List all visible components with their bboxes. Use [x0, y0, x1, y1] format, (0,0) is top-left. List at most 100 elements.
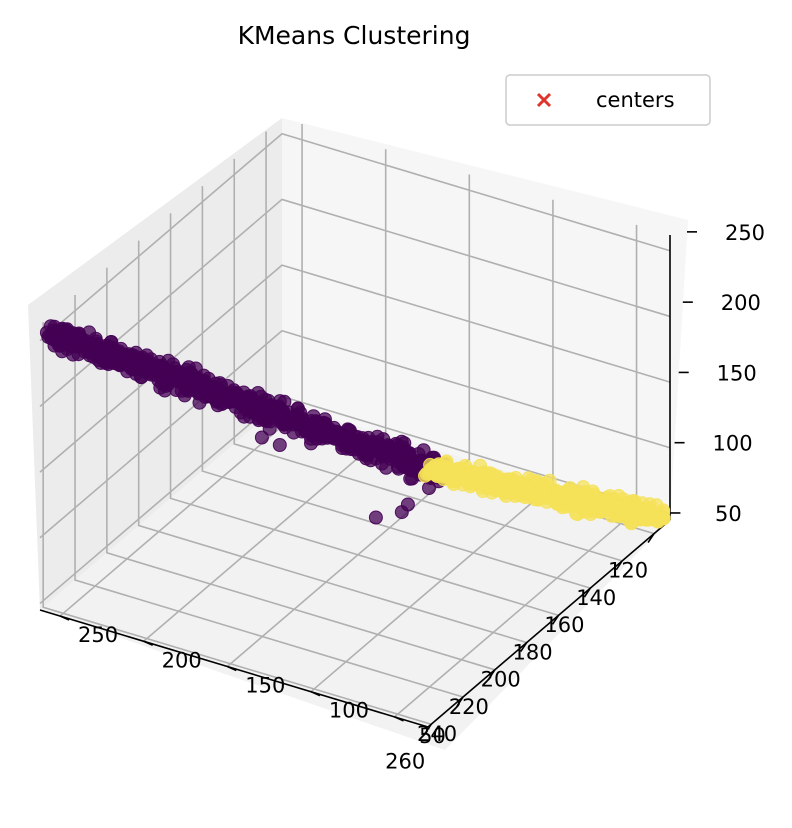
scatter-point — [392, 441, 407, 456]
scatter-point — [476, 465, 491, 480]
legend-marker-x-icon — [536, 92, 552, 108]
scatter-point — [277, 394, 292, 409]
y-tick-mark — [226, 665, 237, 672]
x-tick-label: 200 — [481, 668, 521, 692]
grid-line-z — [39, 198, 671, 408]
grid-line-z — [39, 329, 671, 539]
scatter-point — [537, 484, 552, 499]
scatter-point — [338, 433, 352, 448]
x-axis-line — [427, 519, 671, 728]
scatter-point — [229, 385, 244, 400]
legend-label-centers: centers — [596, 88, 675, 112]
scatter-point — [254, 430, 269, 445]
scatter-point — [152, 365, 167, 380]
grid-line-x — [201, 186, 591, 589]
scatter-point — [77, 340, 92, 355]
scatter-point — [563, 481, 578, 496]
scatter-point — [179, 362, 194, 377]
x-tick-label: 220 — [449, 695, 489, 719]
scatter-point — [373, 442, 388, 457]
scatter-point — [394, 505, 409, 520]
x-tick-mark — [456, 696, 464, 707]
x-tick-mark — [583, 587, 592, 598]
grid-line-z — [39, 132, 671, 342]
z-tick-label: 100 — [713, 432, 753, 456]
y-tick-mark — [310, 690, 321, 697]
x-tick-label: 180 — [513, 640, 553, 664]
scatter-point — [304, 418, 318, 433]
chart-title: KMeans Clustering — [238, 21, 471, 50]
grid-line-x — [74, 295, 464, 698]
y-axis-ticks: 50 100 150 200 250 — [59, 615, 446, 748]
scatter-point — [368, 510, 383, 525]
y-tick-label: 150 — [245, 673, 285, 697]
legend-frame — [505, 74, 711, 126]
scatter-points — [39, 319, 671, 531]
y-tick-mark — [143, 640, 154, 646]
z-tick-label: 250 — [725, 221, 765, 245]
scatter-point — [62, 339, 77, 353]
y-tick-label: 200 — [162, 648, 202, 672]
z-tick-label: 200 — [721, 291, 761, 315]
scatter-point — [211, 388, 225, 403]
scatter-point — [576, 480, 591, 495]
scatter-point — [261, 411, 276, 425]
x-tick-label: 120 — [608, 559, 648, 583]
y-tick-label: 50 — [419, 724, 446, 748]
axis-lines — [39, 235, 671, 728]
grid-line-x — [42, 322, 432, 726]
scatter-point — [50, 325, 65, 340]
grid-line-z — [39, 264, 671, 473]
grid-line-x — [233, 158, 623, 562]
scatter-point — [100, 351, 115, 365]
scatter-point — [433, 464, 448, 479]
x-axis-ticks: 120 140 160 180 200 220 240 260 — [385, 533, 655, 773]
x-tick-label: 240 — [417, 722, 457, 746]
y-axis-line — [39, 609, 429, 728]
scatter-point — [629, 500, 644, 515]
y-tick-label: 250 — [78, 623, 118, 647]
legend: centers — [505, 74, 711, 126]
y-tick-mark — [59, 615, 70, 621]
x-tick-mark — [424, 723, 432, 734]
scatter-point — [649, 512, 664, 527]
scatter-point — [456, 465, 471, 480]
scatter-point — [88, 331, 103, 346]
scatter-point — [356, 447, 371, 462]
scatter-point — [350, 430, 365, 445]
grid-line-x — [137, 240, 527, 644]
y-tick-mark — [394, 716, 404, 722]
scatter-point — [318, 416, 333, 431]
scatter-point — [126, 348, 141, 363]
scatter-point — [512, 480, 527, 495]
x-tick-mark — [520, 642, 528, 653]
z-tick-label: 150 — [717, 361, 757, 385]
x-tick-mark — [488, 669, 496, 680]
scatter-point — [168, 370, 183, 385]
scatter-point — [446, 477, 461, 491]
scatter-point — [498, 476, 513, 491]
grid-line-x — [169, 213, 559, 617]
x-tick-mark — [647, 533, 655, 544]
scatter-point — [580, 501, 595, 516]
scatter-point — [393, 454, 408, 468]
x-tick-mark — [615, 560, 623, 571]
scatter-point — [285, 414, 300, 428]
y-tick-label: 100 — [329, 699, 369, 723]
x-tick-label: 260 — [385, 749, 425, 773]
z-tick-label: 50 — [715, 502, 742, 526]
scatter-point — [104, 335, 118, 350]
grid-line-y — [226, 174, 471, 668]
z-axis-ticks: 50 100 150 200 250 — [670, 221, 765, 526]
x-tick-label: 160 — [544, 613, 584, 637]
scatter-point — [272, 438, 287, 452]
scatter-point — [65, 326, 80, 341]
pane-back-wall — [282, 118, 688, 520]
x-tick-label: 140 — [576, 586, 616, 610]
scatter-point — [114, 357, 129, 372]
scatter-point — [304, 436, 318, 451]
scatter-point — [615, 506, 629, 521]
scatter-point — [198, 389, 213, 404]
scatter-point — [403, 471, 418, 486]
